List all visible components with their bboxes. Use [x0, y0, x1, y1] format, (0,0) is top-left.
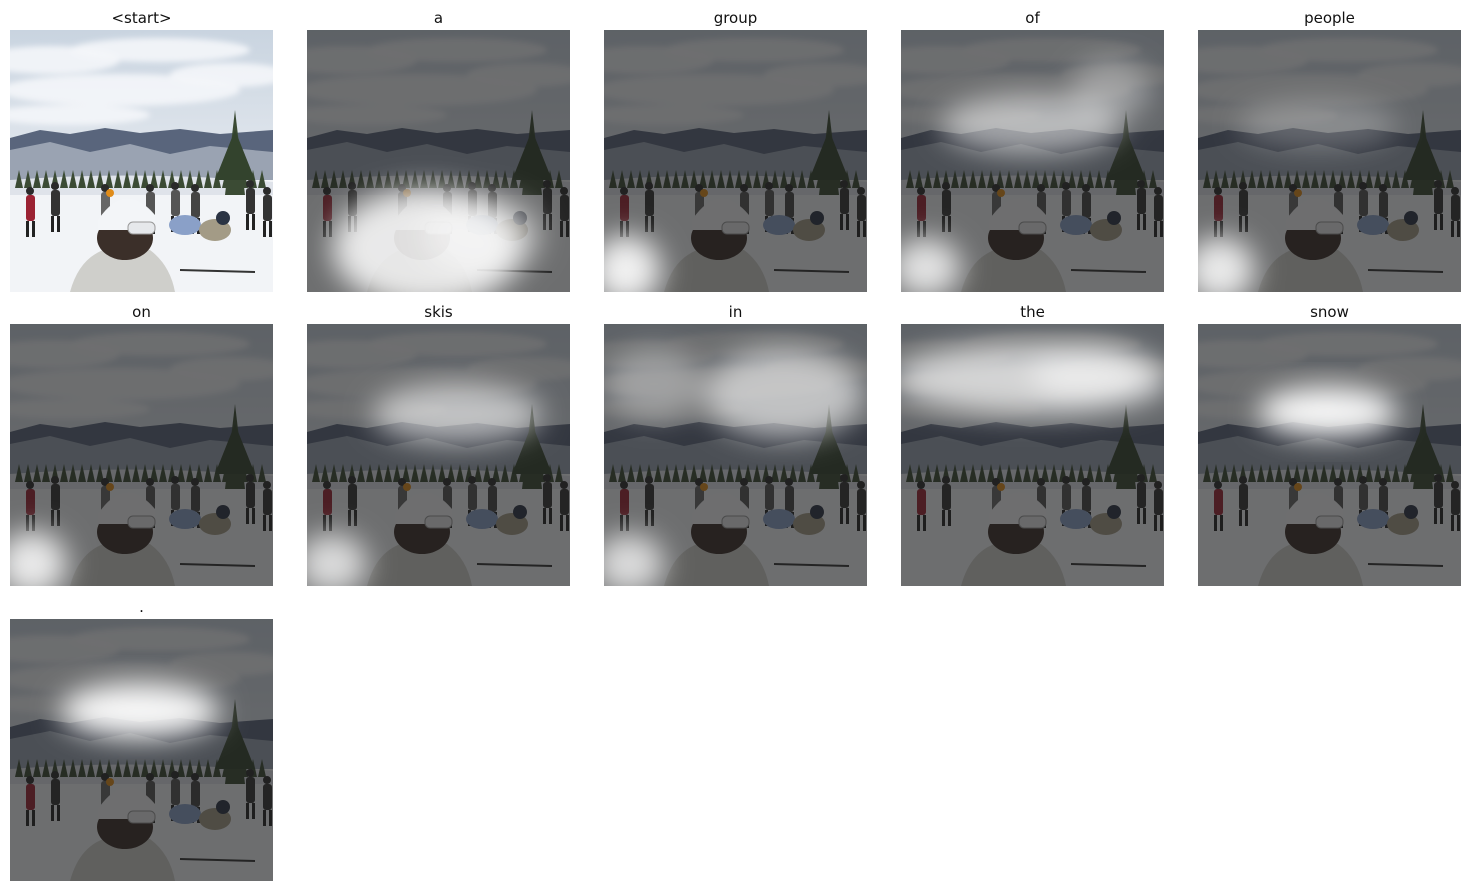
attention-blob [1258, 387, 1398, 437]
scene-photo [10, 30, 273, 292]
woman-helmet [70, 189, 175, 292]
attention-blob [604, 534, 664, 586]
attention-heatmap [604, 349, 864, 586]
attention-image [10, 324, 273, 586]
word-title: of [1025, 9, 1040, 27]
attention-heatmap [1258, 387, 1398, 437]
word-title: on [132, 303, 151, 321]
attention-heatmap [10, 531, 67, 586]
attention-image [901, 324, 1164, 586]
attention-image [307, 324, 570, 586]
attention-heatmap [307, 384, 542, 586]
word-title: skis [424, 303, 453, 321]
attention-heatmap [1198, 100, 1398, 292]
attention-image [1198, 324, 1461, 586]
attention-panel: the [901, 302, 1164, 586]
attention-blob [1071, 60, 1151, 120]
attention-panel: on [10, 302, 273, 586]
attention-blob [704, 349, 864, 439]
attention-image [604, 324, 867, 586]
word-title: in [728, 303, 743, 321]
attention-panel: snow [1198, 302, 1461, 586]
attention-heatmap [901, 60, 1151, 292]
attention-panel: <start> [10, 8, 273, 292]
attention-heatmap [604, 235, 661, 292]
attention-image [307, 30, 570, 292]
attention-dim-overlay [10, 619, 273, 881]
attention-blob [1198, 237, 1255, 292]
word-title: the [1020, 303, 1045, 321]
attention-heatmap [901, 344, 1164, 414]
attention-blob [941, 95, 1121, 155]
attention-blob [1031, 344, 1151, 404]
attention-blob [307, 534, 367, 586]
word-title: people [1304, 9, 1355, 27]
word-title: group [713, 9, 758, 27]
attention-image [1198, 30, 1461, 292]
attention-image [604, 30, 867, 292]
attention-image [901, 30, 1164, 292]
attention-blob [604, 235, 661, 292]
attention-blob [901, 238, 961, 292]
attention-blob [604, 349, 704, 419]
attention-heatmap [332, 188, 542, 292]
attention-blob [372, 384, 542, 444]
attention-image [10, 30, 273, 292]
word-title: <start> [111, 9, 172, 27]
attention-blob [422, 195, 542, 275]
attention-dim-overlay [1198, 324, 1461, 586]
attention-blob [1238, 100, 1398, 150]
attention-panel: people [1198, 8, 1461, 292]
word-title: . [139, 598, 144, 616]
cloud-shapes [10, 38, 273, 125]
attention-panel: in [604, 302, 867, 586]
attention-blob [10, 531, 67, 586]
attention-heatmap [60, 683, 220, 739]
attention-panel: a [307, 8, 570, 292]
attention-panel: of [901, 8, 1164, 292]
attention-panel: group [604, 8, 867, 292]
skier-figures [26, 180, 272, 273]
attention-panel: skis [307, 302, 570, 586]
word-title: a [433, 9, 444, 27]
attention-blob [60, 683, 220, 739]
attention-panel: . [10, 597, 273, 881]
attention-image [10, 619, 273, 881]
word-title: snow [1310, 303, 1349, 321]
